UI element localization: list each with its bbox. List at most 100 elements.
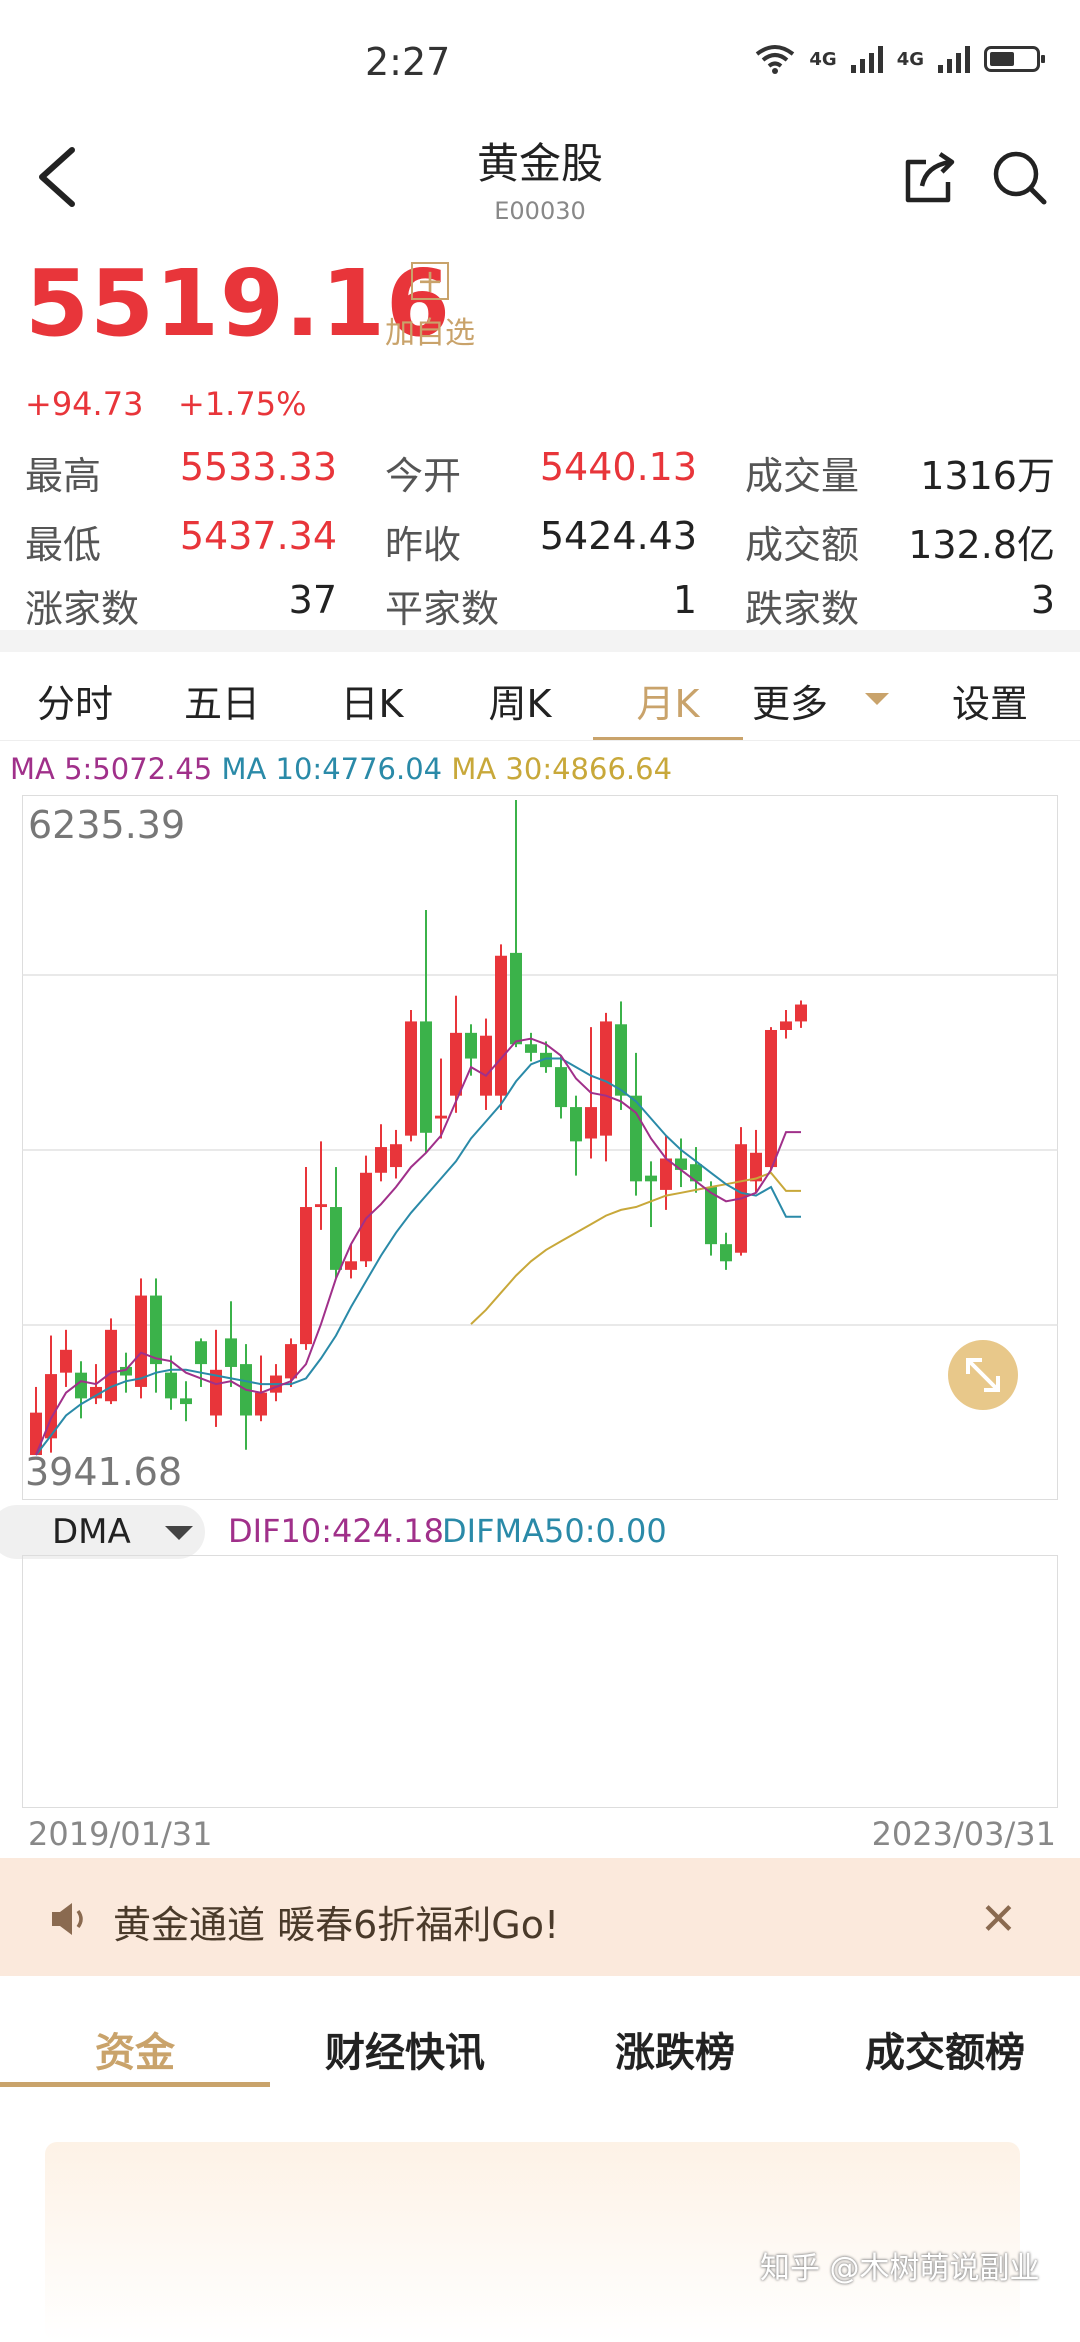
candle-body (765, 1029, 777, 1168)
y-axis-min-label: 3941.68 (25, 1450, 183, 1494)
active-tab-indicator (593, 737, 743, 740)
candle-body (120, 1366, 132, 1376)
y-axis-max-label: 6235.39 (28, 803, 186, 847)
x-axis-end-label: 2023/03/31 (871, 1815, 1056, 1853)
candle-body (600, 1021, 612, 1136)
stat-label: 成交量 (745, 454, 860, 498)
period-tab[interactable]: 更多 (751, 682, 828, 726)
promo-banner[interactable] (0, 1858, 1080, 1976)
battery-icon (984, 46, 1045, 72)
stat-label: 跌家数 (745, 587, 860, 631)
candle-body (330, 1207, 342, 1270)
bottom-tab[interactable]: 涨跌榜 (615, 2030, 735, 2076)
stat-value: 132.8亿 (908, 523, 1055, 567)
stat-label: 最高 (25, 454, 102, 498)
stat-value: 5533.33 (179, 445, 337, 489)
candle-body (675, 1158, 687, 1170)
period-tab[interactable]: 月K (636, 682, 700, 726)
ma30-line (470, 1171, 801, 1325)
ma30-value: MA 30:4866.64 (451, 752, 673, 786)
indicator-dropdown-label: DMA (52, 1512, 131, 1552)
index-code: E00030 (494, 197, 586, 225)
candle-body (45, 1374, 57, 1439)
stat-label: 昨收 (385, 523, 462, 567)
bottom-tab[interactable]: 财经快讯 (325, 2030, 485, 2076)
ma5-line (35, 1037, 801, 1456)
candle-body (495, 955, 507, 1096)
period-tab[interactable]: 五日 (183, 682, 260, 726)
add-to-watchlist-button[interactable]: + 加自选 (385, 262, 475, 352)
stat-value: 1 (672, 578, 697, 622)
candle-body (165, 1372, 177, 1399)
candle-body (465, 1032, 477, 1059)
ma-legend: MA 5:5072.45 MA 10:4776.04 MA 30:4866.64 (10, 752, 672, 786)
candle-body (795, 1004, 807, 1022)
candle-body (75, 1372, 87, 1399)
tabs-divider (0, 740, 1080, 741)
candle-body (750, 1152, 762, 1182)
ma10-line (35, 1057, 801, 1456)
plus-icon: + (411, 262, 449, 300)
signal-bars-icon-2 (938, 45, 970, 73)
candle-body (705, 1187, 717, 1245)
stat-value: 5440.13 (539, 445, 697, 489)
candle-body (450, 1032, 462, 1096)
period-tab[interactable]: 分时 (36, 682, 113, 726)
candle-body (315, 1204, 327, 1208)
candle-body (690, 1164, 702, 1182)
candle-body (255, 1392, 267, 1416)
search-icon[interactable] (990, 148, 1050, 208)
period-tab[interactable]: 周K (488, 682, 552, 726)
candle-body (435, 1115, 447, 1119)
candle-body (525, 1044, 537, 1053)
candle-body (60, 1349, 72, 1373)
candle-body (345, 1261, 357, 1270)
dif-value: DIF10:424.18 (228, 1512, 444, 1550)
candle-body (210, 1369, 222, 1416)
back-arrow-icon[interactable] (30, 142, 90, 212)
chevron-down-icon (165, 1526, 193, 1540)
close-icon[interactable]: ✕ (980, 1894, 1017, 1945)
stat-value: 3 (1030, 578, 1055, 622)
price-change-percent: +1.75% (178, 385, 307, 423)
fullscreen-icon[interactable] (948, 1340, 1018, 1410)
candle-body (390, 1144, 402, 1168)
funds-card (45, 2142, 1020, 2342)
candle-body (375, 1147, 387, 1173)
speaker-icon (52, 1903, 83, 1935)
stat-value: 5424.43 (539, 514, 697, 558)
candle-body (660, 1158, 672, 1190)
bottom-tab[interactable]: 资金 (95, 2030, 175, 2076)
kline-chart[interactable] (0, 0, 1080, 1520)
price-change: +94.73 (25, 385, 144, 423)
candle-body (135, 1295, 147, 1387)
period-tab[interactable]: 设置 (951, 682, 1028, 726)
candle-body (300, 1207, 312, 1345)
bottom-tab[interactable]: 成交额榜 (865, 2030, 1025, 2076)
indicator-chart[interactable] (22, 1555, 1058, 1808)
candle-body (195, 1341, 207, 1365)
stat-label: 最低 (25, 523, 102, 567)
status-icons: 4G 4G (755, 44, 1045, 74)
ma10-value: MA 10:4776.04 (221, 752, 443, 786)
x-axis-start-label: 2019/01/31 (28, 1815, 213, 1853)
stat-label: 涨家数 (25, 587, 140, 631)
candle-body (555, 1067, 567, 1108)
stat-label: 今开 (385, 454, 462, 498)
candle-body (585, 1107, 597, 1139)
share-icon[interactable] (900, 148, 960, 208)
period-tab[interactable]: 日K (340, 682, 404, 726)
status-time: 2:27 (365, 40, 451, 84)
stat-label: 平家数 (385, 587, 500, 631)
difma-value: DIFMA50:0.00 (442, 1512, 667, 1550)
candle-body (645, 1175, 657, 1182)
candle-body (225, 1338, 237, 1367)
kline-chart-frame[interactable] (22, 795, 1058, 1500)
current-price: 5519.16 (25, 250, 452, 357)
page-title: 黄金股 (476, 139, 603, 188)
candle-body (405, 1021, 417, 1136)
candle-body (615, 1024, 627, 1096)
candle-body (30, 1412, 42, 1455)
wifi-icon (756, 45, 795, 74)
stat-value: 5437.34 (179, 514, 337, 558)
